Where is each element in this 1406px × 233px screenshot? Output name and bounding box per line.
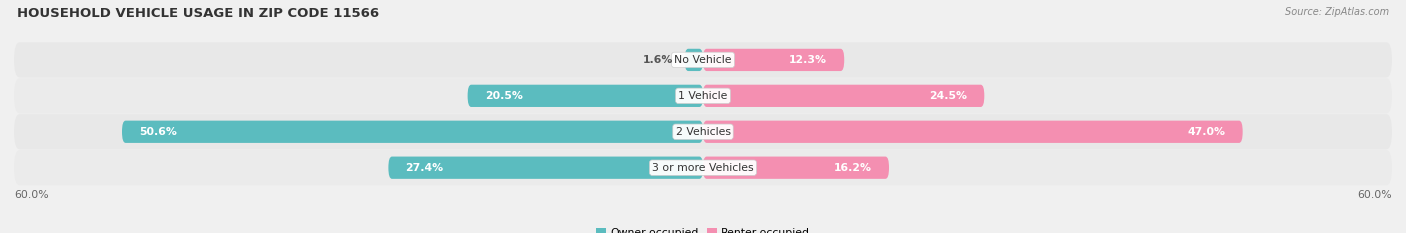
Text: 60.0%: 60.0%	[14, 190, 49, 200]
Text: 24.5%: 24.5%	[929, 91, 967, 101]
FancyBboxPatch shape	[703, 85, 984, 107]
Text: 27.4%: 27.4%	[405, 163, 444, 173]
FancyBboxPatch shape	[685, 49, 703, 71]
Text: 3 or more Vehicles: 3 or more Vehicles	[652, 163, 754, 173]
Text: 16.2%: 16.2%	[834, 163, 872, 173]
Legend: Owner-occupied, Renter-occupied: Owner-occupied, Renter-occupied	[592, 224, 814, 233]
FancyBboxPatch shape	[468, 85, 703, 107]
Text: 20.5%: 20.5%	[485, 91, 523, 101]
Text: HOUSEHOLD VEHICLE USAGE IN ZIP CODE 11566: HOUSEHOLD VEHICLE USAGE IN ZIP CODE 1156…	[17, 7, 380, 20]
Text: 50.6%: 50.6%	[139, 127, 177, 137]
FancyBboxPatch shape	[14, 78, 1392, 113]
FancyBboxPatch shape	[14, 114, 1392, 149]
FancyBboxPatch shape	[14, 42, 1392, 78]
FancyBboxPatch shape	[703, 157, 889, 179]
FancyBboxPatch shape	[703, 49, 844, 71]
Text: No Vehicle: No Vehicle	[675, 55, 731, 65]
FancyBboxPatch shape	[703, 121, 1243, 143]
FancyBboxPatch shape	[14, 150, 1392, 185]
Text: 47.0%: 47.0%	[1188, 127, 1226, 137]
Text: 1 Vehicle: 1 Vehicle	[678, 91, 728, 101]
Text: 60.0%: 60.0%	[1357, 190, 1392, 200]
Text: Source: ZipAtlas.com: Source: ZipAtlas.com	[1285, 7, 1389, 17]
FancyBboxPatch shape	[122, 121, 703, 143]
Text: 2 Vehicles: 2 Vehicles	[675, 127, 731, 137]
FancyBboxPatch shape	[388, 157, 703, 179]
Text: 12.3%: 12.3%	[789, 55, 827, 65]
Text: 1.6%: 1.6%	[643, 55, 673, 65]
